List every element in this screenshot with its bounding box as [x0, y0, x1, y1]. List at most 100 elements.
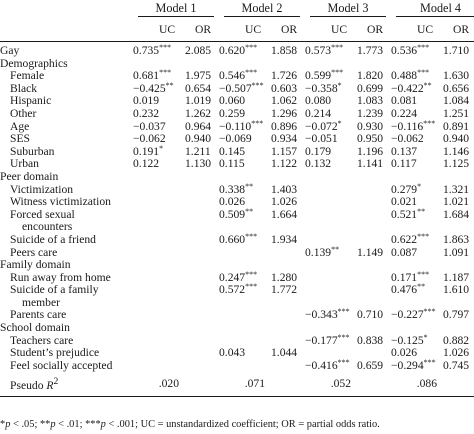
uc-cell: 0.087 [391, 245, 439, 260]
variable-label: Peers care [10, 245, 58, 259]
uc-value: 0.232 [133, 106, 160, 120]
or-cell: 0.950 [357, 132, 384, 146]
or-cell: 0.930 [357, 119, 384, 133]
table-row: Run away from home 0.247*** 1.280 0.171*** 1… [0, 269, 474, 285]
uc-value: −0.227 [391, 308, 424, 322]
uc-cell: −0.062 [133, 133, 181, 146]
table-row: encounters [0, 221, 474, 234]
uc-value: 0.026 [219, 195, 246, 209]
table-row: Black −0.425** 0.654 −0.507*** 0.603 −0.358* 0… [0, 80, 474, 96]
uc-value: 0.087 [391, 245, 418, 259]
model-header-row: Model 1 Model 2 Model 3 Model 4 [0, 0, 474, 19]
significance-stars: * [423, 332, 428, 342]
uc-cell: 0.132 [305, 158, 353, 171]
pseudo-r2-row: Pseudo R2.020.071.052.086 [0, 372, 474, 398]
significance-stars: *** [417, 269, 430, 279]
uc-value: 0.599 [305, 69, 332, 83]
uc-value: 0.179 [305, 144, 332, 158]
significance-stars: *** [423, 357, 436, 367]
footnote-star-3: *** [85, 419, 101, 430]
uc-cell: 0.735*** [133, 44, 181, 58]
or-cell: 1.062 [271, 94, 298, 108]
table-row: Age −0.037 0.964 −0.110*** 0.896 −0.072* 0.930… [0, 119, 474, 134]
or-header: OR [181, 19, 219, 42]
or-cell [353, 272, 391, 285]
pseudo-r2-label: Pseudo R2 [0, 372, 133, 398]
uc-header: UC [133, 19, 181, 42]
or-cell [181, 184, 219, 197]
uc-cell: 0.179 [305, 144, 353, 159]
or-cell: 1.684 [443, 207, 470, 221]
significance-stars: *** [337, 357, 350, 367]
significance-stars: * [337, 80, 342, 90]
uc-cell: 0.660*** [219, 232, 267, 247]
or-cell: 1.863 [443, 232, 470, 246]
uc-header: UC [219, 19, 267, 42]
or-cell [267, 247, 305, 260]
pseudo-r2-value: .020 [133, 372, 181, 398]
variable-label: Victimization [10, 182, 74, 196]
or-cell: 1.083 [357, 94, 384, 108]
uc-value: 0.620 [219, 44, 246, 57]
significance-stars: *** [159, 68, 172, 78]
or-cell: 0.745 [443, 358, 470, 372]
uc-value: 0.573 [305, 44, 332, 57]
uc-value: 0.081 [391, 94, 418, 108]
or-cell: 0.699 [357, 81, 384, 95]
uc-cell: 0.115 [219, 158, 267, 171]
pseudo-r2-empty [353, 372, 391, 398]
uc-cell: 0.232 [133, 106, 181, 121]
uc-value: −0.358 [305, 81, 338, 95]
uc-cell: 0.145 [219, 145, 267, 159]
uc-cell: −0.051 [305, 133, 353, 146]
uc-cell: −0.227*** [391, 307, 439, 322]
variable-label: Student’s prejudice [10, 346, 100, 360]
or-cell: 1.149 [357, 245, 384, 259]
or-cell: 1.157 [271, 144, 298, 158]
uc-value: 0.132 [305, 157, 332, 171]
uc-value: −0.062 [391, 132, 424, 146]
significance-stars: *** [417, 43, 430, 52]
table-row: Feel socially accepted −0.416*** 0.659 −0.2… [0, 357, 474, 373]
significance-stars: *** [251, 80, 264, 90]
uc-cell: 0.019 [133, 95, 181, 108]
significance-stars: *** [245, 282, 258, 292]
or-cell: 1.239 [357, 106, 384, 120]
model-4-header: Model 4 [391, 0, 474, 19]
or-cell: 1.146 [443, 144, 470, 158]
footnote-star-2: ** [39, 419, 51, 430]
or-cell: 1.196 [357, 144, 384, 158]
uc-cell: 0.171*** [391, 269, 439, 285]
uc-cell [219, 297, 267, 310]
footnote-text-3: < .001; UC = unstandardized coefficient;… [105, 419, 380, 430]
pseudo-r2-value: .071 [219, 372, 267, 398]
uc-value: 0.259 [219, 106, 246, 120]
uc-cell: −0.294*** [391, 357, 439, 373]
uc-cell: 0.026 [219, 196, 267, 209]
or-cell: 0.603 [271, 81, 298, 95]
or-cell: 1.610 [443, 283, 470, 297]
uc-cell [305, 284, 353, 297]
uc-value: 0.572 [219, 283, 246, 297]
or-cell: 1.251 [443, 106, 470, 120]
model-2-header: Model 2 [219, 0, 305, 19]
uc-value: 0.660 [219, 232, 246, 246]
or-cell [353, 347, 391, 360]
uc-value: 0.043 [219, 346, 246, 360]
uc-cell: 0.279* [391, 182, 439, 197]
table-row: Urban 0.122 1.130 0.115 1.122 0.132 1.141 0.117… [0, 158, 474, 171]
uc-cell: −0.069 [219, 133, 267, 146]
significance-stars: ** [165, 80, 174, 90]
uc-value: 0.080 [305, 94, 332, 108]
or-cell: 1.130 [185, 157, 212, 171]
or-cell: 1.141 [357, 157, 384, 171]
section-row: Peer domain [0, 170, 474, 184]
uc-value: 0.338 [219, 182, 246, 196]
or-cell [181, 360, 219, 373]
significance-stars: *** [423, 307, 436, 317]
or-cell: 0.710 [357, 308, 384, 322]
significance-stars: *** [417, 231, 430, 241]
or-cell: 1.321 [443, 182, 470, 196]
significance-stars: *** [331, 68, 344, 78]
or-cell [181, 297, 219, 310]
